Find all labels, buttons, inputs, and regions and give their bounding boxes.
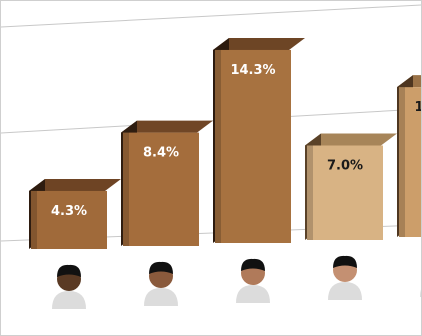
bar: 4.3% xyxy=(29,178,121,249)
person-shirt xyxy=(52,291,86,309)
bar-value-label: 11.1% xyxy=(414,100,421,115)
bar-value-label: 7.0% xyxy=(327,159,363,174)
bar-front-face xyxy=(123,132,199,246)
person-shirt xyxy=(420,289,421,297)
bar: 14.3% xyxy=(213,37,305,244)
person-hair xyxy=(333,255,357,268)
bar-front-face xyxy=(399,87,421,238)
bar-value-label: 8.4% xyxy=(143,146,179,161)
bar-front-face xyxy=(215,49,291,244)
gridline xyxy=(1,4,421,28)
person-hair xyxy=(241,258,265,271)
bar-front-face xyxy=(31,190,107,249)
bar: 7.0% xyxy=(305,133,397,240)
person-shirt xyxy=(328,282,362,300)
bar-shade xyxy=(399,87,405,238)
bar-shade xyxy=(307,145,313,240)
person-icon xyxy=(328,255,362,300)
bar-shade xyxy=(123,132,129,246)
bar-top-face xyxy=(213,37,305,50)
bar-shade xyxy=(215,49,221,244)
bar-value-label: 14.3% xyxy=(230,63,275,78)
person-hair xyxy=(149,261,173,274)
person-icon xyxy=(144,261,178,306)
person-icon xyxy=(52,264,86,309)
category-icons xyxy=(52,255,421,309)
bar-top-face xyxy=(121,120,213,133)
bar-front-face xyxy=(307,145,383,240)
bar-value-label: 4.3% xyxy=(51,204,87,219)
bar-top-face xyxy=(29,178,121,191)
person-shirt xyxy=(144,288,178,306)
bar: 11.1% xyxy=(397,75,421,238)
person-icon xyxy=(420,289,421,297)
person-hair xyxy=(57,264,81,277)
bar: 8.4% xyxy=(121,120,213,246)
bars: 4.3% 8.4% 14.3% 7.0% 11.1% xyxy=(29,37,421,249)
bar-shade xyxy=(31,190,37,249)
bar-top-face xyxy=(305,133,397,146)
person-shirt xyxy=(236,285,270,303)
person-icon xyxy=(236,258,270,303)
